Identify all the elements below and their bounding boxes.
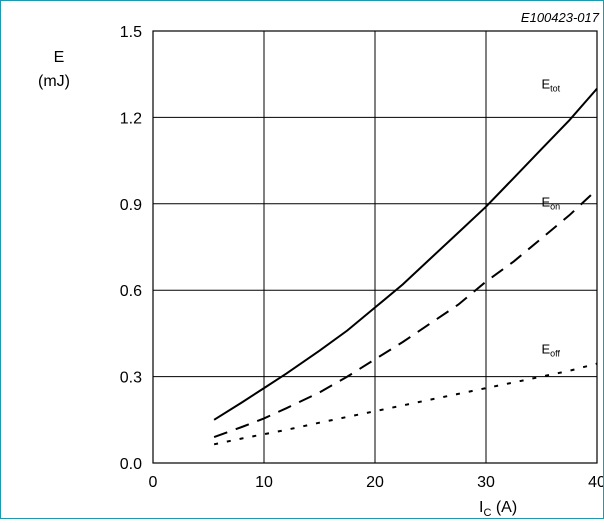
- x-tick-label-0: 0: [149, 474, 158, 491]
- series-layer: [213, 87, 598, 446]
- y-tick-label-2: 0.6: [120, 283, 142, 300]
- x-axis-label-unit: (A): [491, 499, 517, 516]
- x-tick-label-2: 20: [366, 474, 384, 491]
- tick-layer: 0 10 20 30 40 0.0 0.3 0.6 0.9 1.2 1.5: [120, 24, 604, 491]
- x-axis-label-sub: C: [483, 507, 491, 518]
- y-tick-label-1: 0.3: [120, 370, 142, 387]
- series-label-sub-tot: tot: [550, 84, 561, 94]
- series-label-sub-on: on: [550, 202, 560, 212]
- x-axis-label-main: I: [479, 499, 483, 516]
- series-line-off: [213, 362, 598, 446]
- x-tick-label-4: 40: [588, 474, 603, 491]
- y-tick-label-0: 0.0: [120, 456, 142, 473]
- figure-id: E100423-017: [521, 10, 600, 25]
- x-tick-label-1: 10: [255, 474, 273, 491]
- x-axis-label: IC (A): [479, 499, 517, 518]
- series-label-off: Eoff: [542, 342, 561, 359]
- series-label-on: Eon: [542, 195, 561, 212]
- plot-border: [152, 30, 598, 464]
- series-label-main-off: E: [542, 342, 551, 357]
- y-tick-label-5: 1.5: [120, 24, 142, 41]
- series-label-main-tot: E: [542, 77, 551, 92]
- series-line-tot: [213, 87, 598, 421]
- series-line-on: [213, 188, 598, 439]
- x-tick-label-3: 30: [477, 474, 495, 491]
- series-label-main-on: E: [542, 195, 551, 210]
- plot-area-border: [152, 30, 598, 464]
- series-label-sub-off: off: [550, 349, 560, 359]
- y-tick-label-3: 0.9: [120, 197, 142, 214]
- series-label-tot: Etot: [542, 77, 561, 94]
- y-tick-label-4: 1.2: [120, 110, 142, 127]
- y-axis-unit: (mJ): [38, 73, 70, 90]
- y-axis-symbol: E: [54, 49, 65, 66]
